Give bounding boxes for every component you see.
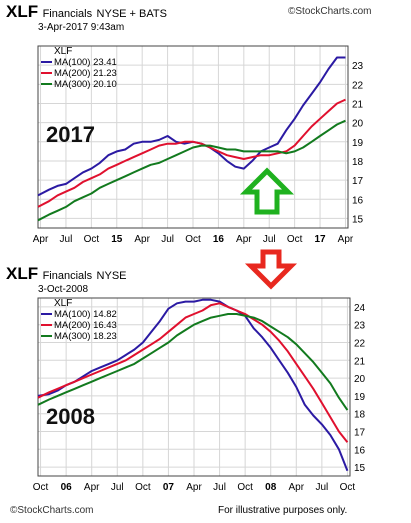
x-tick-label: Oct xyxy=(33,482,49,493)
chart-2017: 15 16 17 18 19 20 21 22 23 Apr Jul Oct 15 Apr Jul Oct 16… xyxy=(33,45,364,245)
chart-panel-2017: XLF Financials NYSE + BATS 3-Apr-2017 9:… xyxy=(0,0,411,258)
x-tick-label: Jul xyxy=(315,482,328,493)
plot-frame xyxy=(37,45,349,229)
chart-date: 3-Oct-2008 xyxy=(38,284,89,295)
y-tick-label: 24 xyxy=(354,303,366,314)
security-name: Financials xyxy=(42,8,93,20)
x-tick-label: 06 xyxy=(61,482,73,493)
series-line xyxy=(37,98,346,208)
y-tick-label: 20 xyxy=(354,374,366,385)
legend-title: XLF xyxy=(54,298,72,309)
legend-entry: MA(300) 18.23 xyxy=(54,331,117,342)
y-tick-label: 23 xyxy=(352,61,364,72)
series-line xyxy=(37,313,349,411)
x-tick-label: Oct xyxy=(185,234,201,245)
down-arrow-icon xyxy=(244,249,298,290)
x-tick-label: 15 xyxy=(111,234,123,245)
y-tick-label: 16 xyxy=(354,445,366,456)
series-line xyxy=(37,298,349,472)
x-tick-label: Oct xyxy=(287,234,303,245)
x-tick-label: 08 xyxy=(265,482,277,493)
y-tick-label: 19 xyxy=(354,392,366,403)
footer-credit: ©StockCharts.com xyxy=(10,505,94,516)
x-tick-label: Oct xyxy=(237,482,253,493)
y-tick-label: 23 xyxy=(354,321,366,332)
y-tick-label: 18 xyxy=(354,410,366,421)
y-tick-label: 18 xyxy=(352,157,364,168)
x-tick-label: Jul xyxy=(60,234,73,245)
x-tick-label: Jul xyxy=(213,482,226,493)
y-tick-label: 15 xyxy=(354,463,366,474)
stockcharts-credit: ©StockCharts.com xyxy=(288,6,372,17)
y-tick-label: 17 xyxy=(352,176,364,187)
x-tick-label: 07 xyxy=(163,482,175,493)
year-annotation: 2008 xyxy=(46,404,95,429)
legend-entry: MA(200) 21.23 xyxy=(54,68,117,79)
x-tick-label: Jul xyxy=(263,234,276,245)
y-tick-label: 21 xyxy=(352,99,364,110)
x-tick-label: Oct xyxy=(135,482,151,493)
symbol-label: XLF xyxy=(6,264,39,283)
x-tick-label: 16 xyxy=(213,234,225,245)
exchange-label: NYSE + BATS xyxy=(96,8,167,20)
y-tick-label: 19 xyxy=(352,138,364,149)
chart-2008: 15 16 17 18 19 20 21 22 23 24 Oct 06 Apr Jul Oct 07 Apr J… xyxy=(33,297,366,493)
x-tick-label: Apr xyxy=(338,234,354,245)
x-tick-label: Jul xyxy=(161,234,174,245)
legend-title: XLF xyxy=(54,46,72,57)
plot-frame xyxy=(37,297,351,477)
x-tick-label: Apr xyxy=(236,234,252,245)
y-tick-label: 17 xyxy=(354,428,366,439)
x-tick-label: Apr xyxy=(84,482,100,493)
x-tick-label: Apr xyxy=(186,482,202,493)
chart-title: XLF Financials NYSE + BATS xyxy=(6,2,167,22)
y-tick-label: 21 xyxy=(354,356,366,367)
legend-entry: MA(100) 14.82 xyxy=(54,309,117,320)
year-annotation: 2017 xyxy=(46,122,95,147)
exchange-label: NYSE xyxy=(96,270,127,282)
security-name: Financials xyxy=(42,270,93,282)
legend-entry: MA(200) 16.43 xyxy=(54,320,117,331)
series-line xyxy=(37,302,349,443)
x-tick-label: Apr xyxy=(134,234,150,245)
x-tick-label: Apr xyxy=(33,234,49,245)
y-tick-label: 15 xyxy=(352,214,364,225)
symbol-label: XLF xyxy=(6,2,39,21)
chart-title: XLF Financials NYSE xyxy=(6,264,127,284)
legend-entry: MA(100) 23.41 xyxy=(54,57,117,68)
footer-note: For illustrative purposes only. xyxy=(218,505,348,516)
x-tick-label: Jul xyxy=(111,482,124,493)
legend-entry: MA(300) 20.10 xyxy=(54,79,117,90)
x-tick-label: Apr xyxy=(289,482,305,493)
series-line xyxy=(37,119,346,222)
up-arrow-icon xyxy=(239,167,295,215)
y-tick-label: 22 xyxy=(352,80,364,91)
x-tick-label: Oct xyxy=(340,482,356,493)
chart-panel-2008: XLF Financials NYSE 3-Oct-2008 xyxy=(0,262,411,502)
x-tick-label: 17 xyxy=(314,234,326,245)
y-tick-label: 20 xyxy=(352,119,364,130)
y-tick-label: 22 xyxy=(354,339,366,350)
x-tick-label: Oct xyxy=(84,234,100,245)
chart-date: 3-Apr-2017 9:43am xyxy=(38,22,125,33)
y-tick-label: 16 xyxy=(352,195,364,206)
